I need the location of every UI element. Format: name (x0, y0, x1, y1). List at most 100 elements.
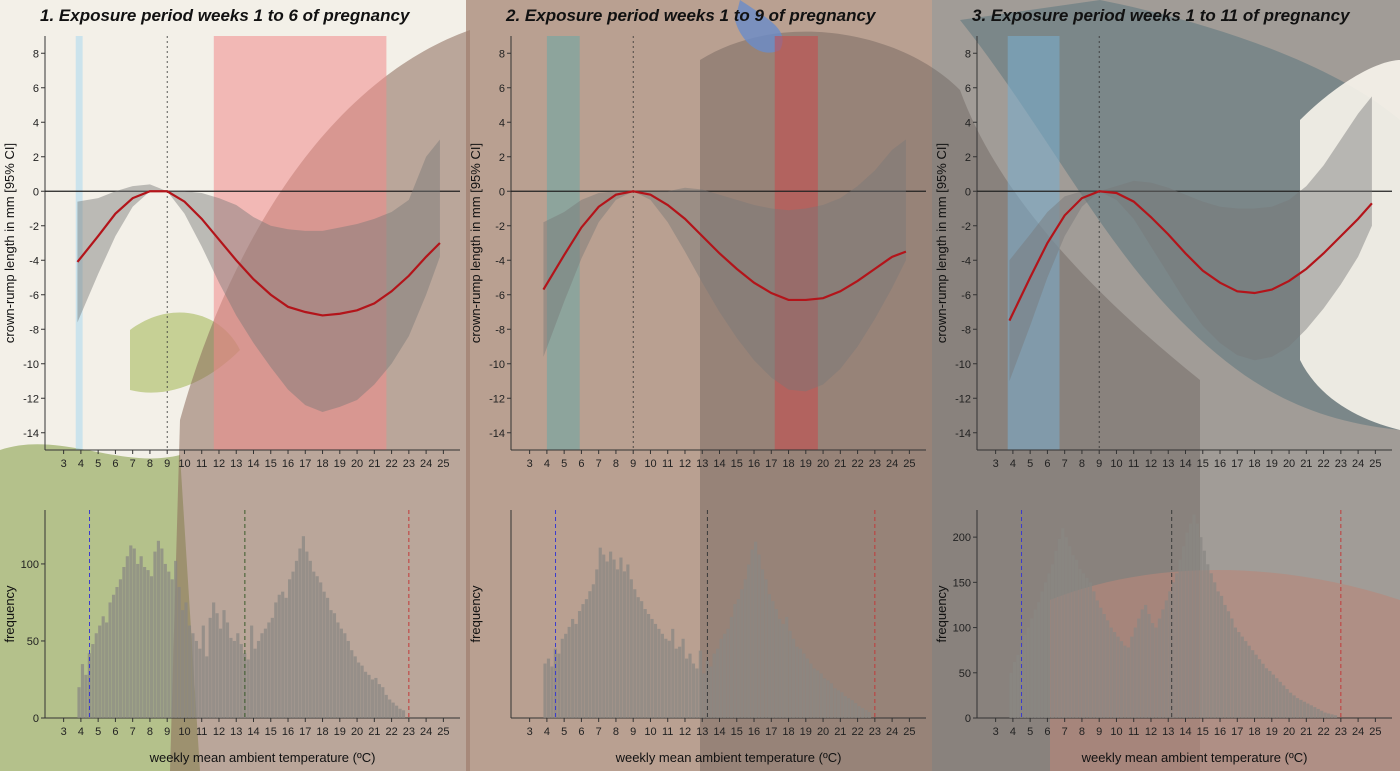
histogram-bar (819, 673, 823, 718)
histogram-bar (678, 646, 682, 718)
x-tick-label: 17 (765, 458, 777, 470)
x-tick-label: 24 (420, 458, 432, 470)
histogram-bar (108, 602, 112, 718)
histogram-bar (1299, 699, 1303, 718)
x-tick-label: 13 (696, 458, 708, 470)
x-tick-label: 16 (282, 458, 294, 470)
histogram-bar (650, 618, 654, 718)
histogram-bar (829, 683, 834, 718)
hist-y-tick-label: 50 (959, 668, 971, 680)
highlight-band (213, 36, 387, 450)
histogram-bar (1182, 546, 1186, 718)
histogram-bar (319, 582, 323, 718)
histogram-bar (1078, 568, 1082, 718)
histogram-bar (232, 640, 236, 718)
hist-x-tick-label: 12 (213, 726, 225, 738)
histogram-bar (1068, 546, 1072, 718)
histogram-bar (1251, 650, 1255, 718)
x-tick-label: 4 (78, 458, 84, 470)
histogram-bar (591, 584, 595, 718)
histogram-bar (401, 710, 406, 718)
y-tick-label: 8 (33, 48, 39, 60)
histogram-bar (236, 633, 240, 718)
exposure-response-curve (1008, 190, 1373, 322)
histogram-bar (667, 640, 671, 718)
histogram-bar (1206, 564, 1210, 718)
histogram-bar (205, 656, 209, 718)
histogram-bar (360, 665, 364, 718)
hist-x-tick-label: 16 (748, 726, 760, 738)
x-tick-label: 10 (178, 458, 190, 470)
histogram-bar (222, 610, 226, 718)
histogram-bar (1164, 600, 1168, 718)
histogram-bar (105, 622, 109, 718)
hist-x-tick-label: 16 (1214, 726, 1226, 738)
histogram-bar (1292, 695, 1296, 718)
y-tick-label: -4 (495, 255, 505, 267)
y-tick-label: -6 (961, 290, 971, 302)
histogram-bar (194, 640, 198, 718)
histogram-bar (671, 628, 675, 718)
x-tick-label: 25 (903, 458, 915, 470)
histogram-bar (215, 613, 219, 718)
x-tick-label: 21 (1300, 458, 1312, 470)
hist-x-tick-label: 23 (403, 726, 415, 738)
y-tick-label: 0 (499, 186, 505, 198)
histogram-bar (1316, 708, 1320, 718)
hist-x-tick-label: 12 (679, 726, 691, 738)
hist-x-tick-label: 24 (886, 726, 898, 738)
histogram-bar (823, 678, 827, 718)
histogram-bar (861, 708, 865, 718)
histogram-bar (129, 545, 133, 718)
histogram-bar (740, 589, 744, 718)
histogram-bar (84, 674, 88, 718)
histogram-bar (543, 663, 547, 718)
y-axis-label: crown-rump length in mm [95% CI] (468, 143, 483, 343)
hist-x-tick-label: 13 (1162, 726, 1174, 738)
histogram-bar (367, 674, 371, 718)
hist-y-axis-label: frequency (2, 585, 17, 643)
histogram-bar (750, 549, 754, 718)
histogram-bar (619, 557, 623, 718)
histogram-bar (98, 625, 102, 718)
x-tick-label: 23 (1335, 458, 1347, 470)
histogram-bar (1109, 627, 1113, 718)
x-tick-label: 17 (1231, 458, 1243, 470)
histogram-bar (854, 703, 858, 718)
histogram-bar (802, 653, 806, 718)
x-tick-label: 15 (1197, 458, 1209, 470)
histogram-bar (1330, 714, 1334, 718)
hist-x-tick-label: 25 (1369, 726, 1381, 738)
histogram-bar (229, 637, 233, 718)
y-tick-label: 6 (33, 83, 39, 95)
histogram-bar (702, 673, 706, 718)
histogram-bar (1012, 661, 1017, 718)
hist-x-tick-label: 8 (1079, 726, 1085, 738)
histogram-bar (291, 571, 295, 718)
histogram-bar (595, 569, 599, 718)
histogram-bar (1282, 685, 1286, 718)
histogram-bar (281, 591, 285, 718)
x-tick-label: 18 (1248, 458, 1260, 470)
histogram-bar (1140, 609, 1144, 718)
hist-x-tick-label: 5 (95, 726, 101, 738)
hist-y-tick-label: 100 (953, 623, 971, 635)
hist-x-tick-label: 18 (316, 726, 328, 738)
x-tick-label: 19 (800, 458, 812, 470)
histogram-bar (174, 560, 178, 718)
histogram-bar (1047, 573, 1051, 718)
histogram-bar (1144, 604, 1148, 718)
hist-x-tick-label: 9 (630, 726, 636, 738)
histogram-bar (826, 680, 830, 718)
x-tick-label: 6 (1044, 458, 1050, 470)
x-tick-label: 14 (713, 458, 725, 470)
x-tick-label: 14 (1179, 458, 1191, 470)
y-tick-label: -10 (489, 359, 505, 371)
histogram-bar (636, 597, 640, 718)
histogram-bar (277, 594, 281, 718)
x-tick-label: 20 (817, 458, 829, 470)
y-tick-label: 8 (499, 48, 505, 60)
hist-x-tick-label: 10 (1110, 726, 1122, 738)
histogram-bar (640, 601, 644, 718)
y-tick-label: -12 (955, 393, 971, 405)
